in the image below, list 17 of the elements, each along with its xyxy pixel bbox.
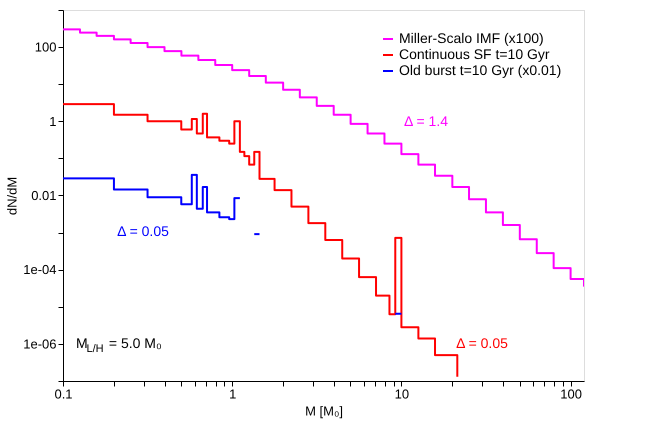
y-tick-label: 1e-06 <box>23 336 56 352</box>
x-axis-title: M [M₀] <box>305 404 343 418</box>
y-tick-label: 100 <box>34 40 56 55</box>
y-axis-title: dN/dM <box>4 176 20 216</box>
annotation: Δ = 0.05 <box>117 223 170 239</box>
x-tick-label: 100 <box>560 386 582 402</box>
annotation: Δ = 1.4 <box>404 113 448 129</box>
x-tick-label: 1 <box>229 386 236 402</box>
y-tick-label: 1e-04 <box>23 262 56 278</box>
y-tick-label: 1 <box>49 114 56 129</box>
x-tick-label: 10 <box>394 386 410 402</box>
legend-label: Miller-Scalo IMF (x100) <box>399 30 544 46</box>
legend-label: Old burst t=10 Gyr (x0.01) <box>399 62 562 78</box>
y-tick-label: 0.01 <box>31 188 56 203</box>
legend-label: Continuous SF t=10 Gyr <box>399 46 550 62</box>
annotation: Δ = 0.05 <box>456 335 508 351</box>
x-tick-label: 0.1 <box>54 386 73 402</box>
